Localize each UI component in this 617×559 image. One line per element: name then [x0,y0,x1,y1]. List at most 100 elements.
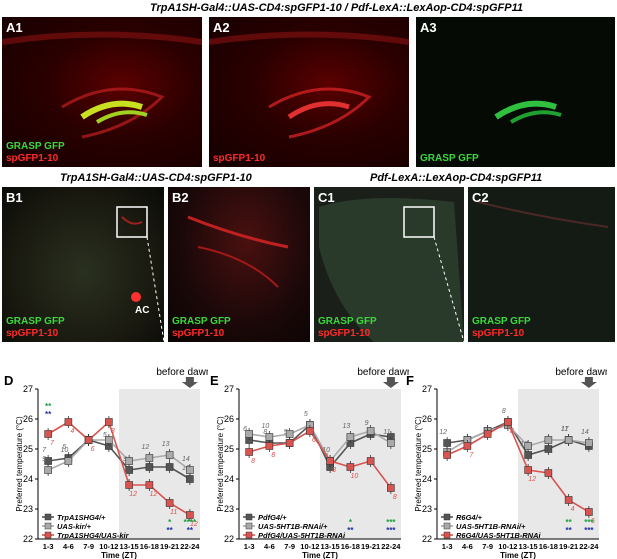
panel-a1-image [2,31,202,139]
significance-blue: *** [584,526,594,535]
data-point [443,451,451,459]
data-point [504,418,512,426]
n-label: 5 [62,444,66,451]
data-point [165,463,174,471]
chart-e: 22 23 24 25 26 27 1-3 4-6 7-9 10-12 13-15 16-18 19-2… [216,367,409,559]
data-point [285,439,294,447]
panel-c1-image [319,198,464,342]
chart-label-f: F [406,373,414,388]
x-tick-label: 1-3 [442,542,453,551]
n-label: 4 [70,428,74,435]
before-dawn-label: before dawn [156,367,208,378]
x-tick-label: 13-15 [120,542,139,551]
x-tick-label: 19-21 [160,542,179,551]
n-label: 12 [141,444,149,451]
n-label: 6 [312,437,316,444]
x-axis-label: Time (ZT) [500,551,536,559]
x-tick-label: 1-3 [43,542,54,551]
x-tick-label: 22-24 [579,542,599,551]
chart-label-d: D [4,373,14,388]
n-label: 17 [561,426,570,433]
legend-spgfp-a1: spGFP1-10 [6,153,59,164]
chart-label-e: E [210,373,219,388]
before-dawn-arrow [181,377,198,388]
legend-grasp-gfp-c2: GRASP GFP [472,316,531,327]
n-label: 7 [42,447,47,454]
significance-blue: *** [386,526,396,535]
figure-title-b: TrpA1SH-Gal4::UAS-CD4:spGFP1-10 [60,172,252,184]
n-label: 13 [162,441,170,448]
x-tick-label: 4-6 [63,542,74,551]
data-point [366,427,375,435]
n-label: 8 [510,428,514,435]
y-axis-label: Preferred temperature (°C) [414,416,423,512]
n-label: 8 [111,428,115,435]
n-label: 9 [123,456,127,463]
data-point [463,442,472,450]
panel-label-a2: A2 [213,20,230,35]
panel-label-a3: A3 [420,20,437,35]
data-point [285,430,294,438]
y-tick-label: 22 [422,534,432,544]
y-tick-label: 22 [224,534,234,544]
night-shade [518,389,599,539]
data-point [145,481,154,489]
x-tick-label: 4-6 [264,542,275,551]
x-tick-label: 4-6 [462,542,473,551]
y-tick-label: 24 [224,474,234,484]
significance-blue: ** [167,526,174,535]
panel-c1: C1 GRASP GFP spGFP1-10 [314,187,464,342]
legend-label: UAS-5HT1B-RNAi/+ [258,522,328,531]
legend-label: PdfG4/UAS-5HT1B-RNAi [258,531,346,540]
significance-green: * [349,518,353,527]
n-label: 6 [91,446,95,453]
figure-title-c: Pdf-LexA::LexAop-CD4:spGFP11 [370,172,543,184]
data-point [585,508,593,516]
data-point [346,463,355,471]
legend-spgfp-b1: spGFP1-10 [6,328,59,339]
legend-marker [44,513,52,521]
n-label: 10 [261,423,269,430]
y-tick-label: 24 [422,474,432,484]
x-tick-label: 7-9 [83,542,94,551]
before-dawn-arrow [580,377,597,388]
n-label: 5 [284,429,288,436]
data-point [64,418,73,426]
legend-label: UAS-5HT1B-RNAi/+ [456,522,526,531]
data-point [585,439,593,447]
panel-a1: A1 GRASP GFP spGFP1-10 [2,17,202,167]
n-label: 4 [571,506,575,513]
legend-marker [443,522,451,530]
n-label: 11 [561,426,568,433]
data-point [44,466,52,474]
n-label: 8 [251,458,255,465]
significance-blue: ** [187,526,194,535]
n-label: 10 [350,473,358,480]
ac-label: AC [135,305,150,316]
n-label: 12 [439,429,447,436]
n-label: 14 [581,429,589,436]
legend-grasp-gfp-b2: GRASP GFP [172,316,231,327]
n-label: 11 [383,429,390,436]
x-tick-label: 10-12 [300,542,319,551]
y-tick-label: 23 [422,504,432,514]
legend-label: TrpA1SHG4/UAS-kir [57,531,130,540]
data-point [265,442,274,450]
n-label: 13 [342,423,350,430]
legend-marker [443,513,451,521]
panel-c2: C2 GRASP GFP spGFP1-10 [468,187,615,342]
n-label: 5 [103,432,107,439]
n-label: 12 [129,491,137,498]
data-point [387,484,395,492]
x-axis-label: Time (ZT) [302,551,338,559]
n-label: 9 [42,456,46,463]
y-tick-label: 22 [23,534,33,544]
y-tick-label: 27 [23,384,33,394]
legend-marker [443,531,451,539]
before-dawn-label: before dawn [555,367,607,378]
y-tick-label: 23 [224,504,234,514]
y-tick-label: 25 [422,444,432,454]
significance-green: *** [386,518,396,527]
panel-label-c1: C1 [318,190,335,205]
data-point [145,463,154,471]
